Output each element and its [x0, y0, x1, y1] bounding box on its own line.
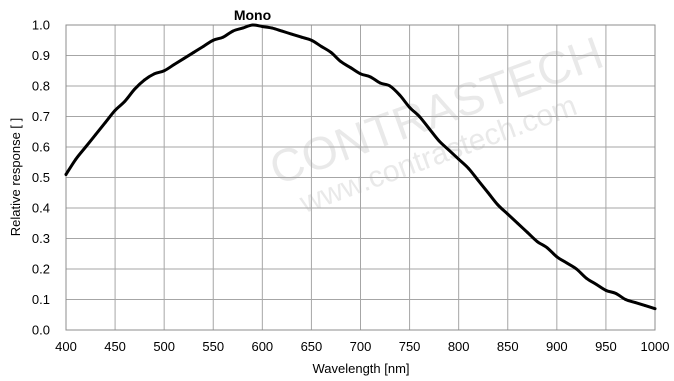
- data-point: [584, 276, 588, 280]
- data-point: [251, 23, 254, 27]
- data-point: [437, 139, 441, 143]
- data-point: [211, 38, 215, 42]
- data-point: [64, 173, 68, 176]
- data-point: [192, 51, 196, 54]
- data-point: [103, 121, 107, 124]
- data-point: [496, 203, 500, 207]
- series-layer: Mono: [64, 7, 657, 311]
- data-point: [202, 44, 205, 48]
- data-point: [643, 304, 647, 307]
- data-point: [388, 84, 392, 88]
- y-axis-label: Relative response [ ]: [8, 118, 23, 237]
- y-tick-label: 0.2: [32, 262, 50, 277]
- y-tick-label: 0.6: [32, 140, 50, 155]
- y-tick-label: 0.0: [32, 323, 50, 338]
- x-axis-ticks: 400 450 500 550 600 650 700 750 800 850 900 950 1000: [55, 339, 669, 354]
- data-point: [604, 288, 608, 292]
- data-point: [290, 32, 294, 36]
- y-tick-label: 0.4: [32, 201, 50, 216]
- x-tick-label: 600: [251, 339, 273, 354]
- data-point: [565, 261, 569, 265]
- data-point: [398, 93, 402, 97]
- plot-area-border: [65, 24, 656, 331]
- series-label: Mono: [234, 7, 271, 23]
- y-tick-label: 0.1: [32, 292, 50, 307]
- data-point: [408, 105, 411, 109]
- data-point: [614, 292, 618, 295]
- data-point: [74, 157, 78, 161]
- data-point: [221, 35, 225, 39]
- data-point: [447, 148, 451, 152]
- data-point: [457, 157, 461, 161]
- data-point: [123, 99, 127, 103]
- data-point: [172, 63, 176, 67]
- data-point: [339, 60, 343, 63]
- y-tick-label: 0.5: [32, 170, 50, 185]
- data-point: [84, 145, 88, 149]
- x-tick-label: 900: [546, 339, 568, 354]
- y-tick-label: 1.0: [32, 18, 50, 33]
- grid: [65, 24, 656, 331]
- data-point: [653, 307, 657, 311]
- data-point: [575, 267, 578, 271]
- data-point: [133, 87, 137, 91]
- data-point: [359, 72, 362, 76]
- data-point: [241, 26, 245, 30]
- data-point: [486, 191, 490, 195]
- x-tick-label: 750: [399, 339, 421, 354]
- data-point: [545, 246, 549, 250]
- data-point: [310, 38, 313, 42]
- data-point: [152, 72, 156, 76]
- x-tick-label: 400: [55, 339, 77, 354]
- y-axis-ticks: 0.0 0.1 0.2 0.3 0.4 0.5 0.6 0.7 0.8 0.9 1.0: [32, 18, 50, 338]
- data-point: [260, 25, 264, 28]
- x-tick-label: 500: [153, 339, 175, 354]
- data-point: [368, 75, 372, 79]
- x-tick-label: 950: [595, 339, 617, 354]
- x-tick-label: 850: [497, 339, 519, 354]
- data-point: [270, 26, 274, 30]
- data-point: [113, 109, 117, 112]
- data-point: [94, 133, 97, 137]
- x-tick-label: 800: [448, 339, 470, 354]
- data-point: [427, 127, 431, 131]
- data-point: [633, 301, 637, 304]
- data-point: [418, 115, 421, 118]
- data-point: [506, 212, 510, 216]
- data-point: [143, 78, 146, 82]
- data-point: [182, 57, 186, 60]
- x-axis-label: Wavelength [nm]: [312, 361, 409, 376]
- data-point: [525, 231, 529, 234]
- x-tick-label: 450: [104, 339, 126, 354]
- y-tick-label: 0.3: [32, 231, 50, 246]
- y-tick-label: 0.7: [32, 109, 50, 124]
- data-point: [535, 240, 539, 243]
- data-point: [319, 44, 323, 48]
- x-tick-label: 650: [301, 339, 323, 354]
- data-point: [162, 69, 166, 73]
- data-point: [476, 179, 480, 182]
- x-tick-label: 1000: [641, 339, 670, 354]
- data-point: [280, 29, 284, 33]
- data-point: [300, 35, 303, 39]
- data-point: [624, 298, 627, 301]
- data-point: [349, 66, 353, 70]
- data-point: [516, 221, 519, 225]
- data-point: [329, 51, 333, 54]
- data-point: [378, 81, 382, 85]
- data-point: [594, 282, 598, 286]
- data-point: [231, 29, 235, 33]
- x-tick-label: 700: [350, 339, 372, 354]
- y-tick-label: 0.9: [32, 48, 50, 63]
- data-point: [555, 255, 559, 259]
- x-tick-label: 550: [202, 339, 224, 354]
- y-tick-label: 0.8: [32, 79, 50, 94]
- data-point: [467, 166, 470, 170]
